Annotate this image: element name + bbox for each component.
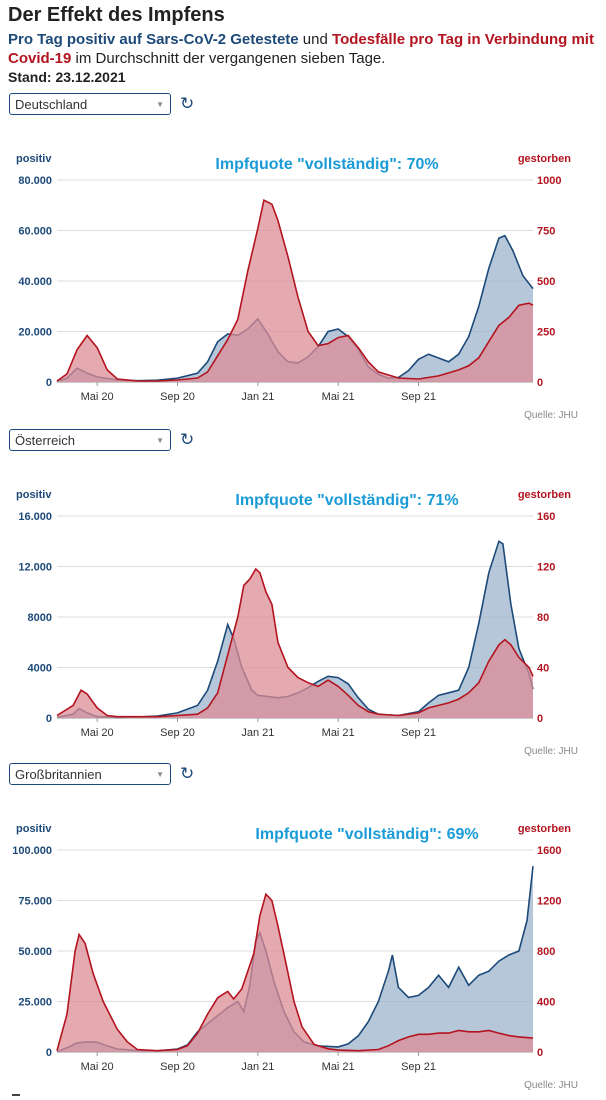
right-tick-label: 40 xyxy=(537,663,549,675)
deaths-area xyxy=(57,894,533,1052)
left-tick-label: 25.000 xyxy=(18,997,52,1009)
x-tick-label: Jan 21 xyxy=(241,727,274,739)
x-tick-label: Mai 20 xyxy=(81,1061,114,1073)
right-tick-label: 1000 xyxy=(537,175,561,187)
left-tick-label: 75.000 xyxy=(18,896,52,908)
country-select-value: Österreich xyxy=(15,433,75,448)
page-subtitle: Pro Tag positiv auf Sars-CoV-2 Getestete… xyxy=(8,30,598,87)
right-tick-label: 800 xyxy=(537,946,555,958)
left-tick-label: 0 xyxy=(46,1047,52,1059)
left-tick-label: 80.000 xyxy=(18,175,52,187)
chart-panel: Deutschland ▼ ↻ 0 20.000 40.000 60.000 80.000 0 2… xyxy=(0,92,606,422)
left-tick-label: 4000 xyxy=(28,663,52,675)
positive-line xyxy=(56,234,534,382)
right-axis-title: gestorben xyxy=(518,489,571,501)
chevron-down-icon: ▼ xyxy=(156,100,164,109)
right-tick-label: 0 xyxy=(537,1047,543,1059)
right-tick-label: 80 xyxy=(537,612,549,624)
footer-dash xyxy=(12,1094,20,1096)
deaths-area xyxy=(57,569,533,718)
x-tick-label: Mai 21 xyxy=(322,391,355,403)
x-tick-label: Jan 21 xyxy=(241,391,274,403)
left-tick-label: 8000 xyxy=(28,612,52,624)
left-tick-label: 60.000 xyxy=(18,226,52,238)
right-axis-title: gestorben xyxy=(518,153,571,165)
refresh-icon[interactable]: ↻ xyxy=(180,764,195,783)
country-select-value: Großbritannien xyxy=(15,767,102,782)
left-tick-label: 20.000 xyxy=(18,327,52,339)
x-tick-label: Sep 20 xyxy=(160,1061,195,1073)
x-tick-label: Mai 20 xyxy=(81,727,114,739)
x-tick-label: Mai 21 xyxy=(322,727,355,739)
left-tick-label: 40.000 xyxy=(18,276,52,288)
left-tick-label: 12.000 xyxy=(18,562,52,574)
subtitle-positive: Pro Tag positiv auf Sars-CoV-2 Getestete xyxy=(8,31,299,48)
chevron-down-icon: ▼ xyxy=(156,770,164,779)
deaths-line xyxy=(56,892,534,1052)
right-tick-label: 0 xyxy=(537,713,543,725)
chevron-down-icon: ▼ xyxy=(156,436,164,445)
right-tick-label: 500 xyxy=(537,276,555,288)
right-tick-label: 120 xyxy=(537,562,555,574)
x-tick-label: Sep 21 xyxy=(401,1061,436,1073)
subtitle-deaths: Todesfälle pro Tag in Verbindung mit Cov… xyxy=(8,31,594,67)
subtitle-connector: und xyxy=(298,31,333,48)
area-chart: 0 25.000 50.000 75.000 100.000 0 400 800 1200 160… xyxy=(12,823,578,1091)
x-tick-label: Sep 21 xyxy=(401,727,436,739)
x-tick-label: Mai 20 xyxy=(81,391,114,403)
right-tick-label: 750 xyxy=(537,226,555,238)
country-select[interactable]: Großbritannien ▼ xyxy=(9,763,171,785)
x-tick-label: Jan 21 xyxy=(241,1061,274,1073)
refresh-icon[interactable]: ↻ xyxy=(180,430,195,449)
stand-date: Stand: 23.12.2021 xyxy=(8,69,126,85)
left-axis-title: positiv xyxy=(16,489,52,501)
right-tick-label: 250 xyxy=(537,327,555,339)
right-tick-label: 400 xyxy=(537,997,555,1009)
source-label: Quelle: JHU xyxy=(524,1080,578,1091)
page-title: Der Effekt des Impfens xyxy=(8,4,225,26)
vaccination-rate-label: Impfquote "vollständig": 69% xyxy=(255,826,478,843)
country-select[interactable]: Deutschland ▼ xyxy=(9,93,171,115)
deaths-area xyxy=(57,200,533,382)
chart-panel: Österreich ▼ ↻ 0 4000 8000 12.000 16.000 0 40 80 12… xyxy=(0,428,606,758)
x-tick-label: Sep 20 xyxy=(160,391,195,403)
x-tick-label: Mai 21 xyxy=(322,1061,355,1073)
country-select[interactable]: Österreich ▼ xyxy=(9,429,171,451)
left-tick-label: 0 xyxy=(46,377,52,389)
chart-panel: Großbritannien ▼ ↻ 0 25.000 50.000 75.000 100.0… xyxy=(0,762,606,1092)
right-axis-title: gestorben xyxy=(518,823,571,835)
right-tick-label: 1200 xyxy=(537,896,561,908)
left-tick-label: 100.000 xyxy=(12,845,52,857)
vaccination-rate-label: Impfquote "vollständig": 71% xyxy=(235,492,458,509)
left-axis-title: positiv xyxy=(16,153,52,165)
right-tick-label: 0 xyxy=(537,377,543,389)
source-label: Quelle: JHU xyxy=(524,410,578,421)
x-tick-label: Sep 20 xyxy=(160,727,195,739)
source-label: Quelle: JHU xyxy=(524,746,578,757)
positive-area xyxy=(57,866,533,1052)
country-select-value: Deutschland xyxy=(15,97,88,112)
subtitle-rest: im Durchschnitt der vergangenen sieben T… xyxy=(71,50,386,67)
left-tick-label: 0 xyxy=(46,713,52,725)
right-tick-label: 1600 xyxy=(537,845,561,857)
left-axis-title: positiv xyxy=(16,823,52,835)
area-chart: 0 4000 8000 12.000 16.000 0 40 80 120 160 positiv g… xyxy=(16,489,578,757)
right-tick-label: 160 xyxy=(537,511,555,523)
x-tick-label: Sep 21 xyxy=(401,391,436,403)
refresh-icon[interactable]: ↻ xyxy=(180,94,195,113)
area-chart: 0 20.000 40.000 60.000 80.000 0 250 500 750 1000 p… xyxy=(16,153,578,421)
vaccination-rate-label: Impfquote "vollständig": 70% xyxy=(215,156,438,173)
deaths-line xyxy=(56,199,534,382)
left-tick-label: 50.000 xyxy=(18,946,52,958)
left-tick-label: 16.000 xyxy=(18,511,52,523)
